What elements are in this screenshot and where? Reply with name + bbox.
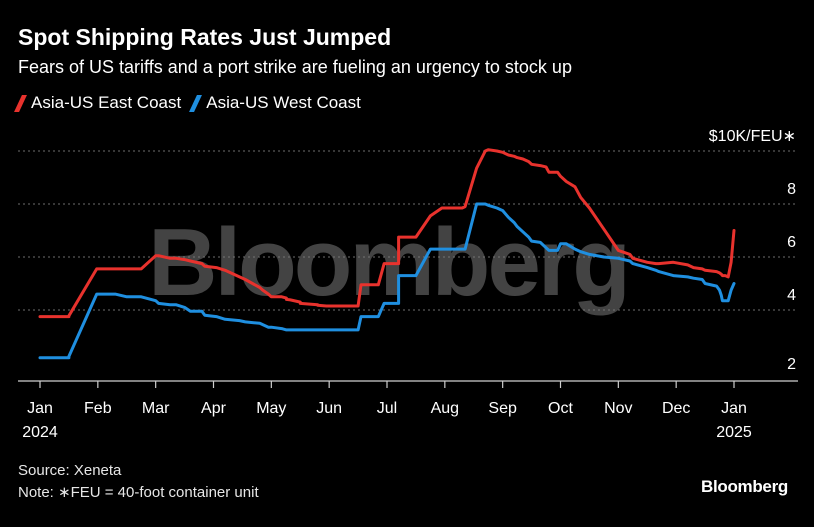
x-tick-label-0-year: 2024 bbox=[22, 424, 58, 441]
source-note: Source: Xeneta bbox=[18, 462, 122, 479]
footnote: Note: ∗FEU = 40-foot container unit bbox=[18, 484, 259, 501]
x-tick-label-12-year: 2025 bbox=[716, 424, 752, 441]
x-tick-label-10: Nov bbox=[604, 400, 632, 417]
x-tick-label-6: Jul bbox=[377, 400, 397, 417]
x-tick-label-2: Mar bbox=[142, 400, 170, 417]
axis-layer: 2 4 6 8 $10K/FEU∗ Jan 2024 Feb Mar Apr May Jun Jul Au… bbox=[18, 128, 798, 441]
x-tick-label-7: Aug bbox=[431, 400, 459, 417]
legend-label-west-coast: Asia-US West Coast bbox=[206, 93, 361, 112]
x-tick-label-4: May bbox=[256, 400, 286, 417]
series-line-east-coast bbox=[38, 148, 736, 319]
x-tick-label-12: Jan bbox=[721, 400, 747, 417]
legend-label-east-coast: Asia-US East Coast bbox=[31, 93, 182, 112]
y-tick-label-4: 4 bbox=[787, 287, 796, 304]
grid-layer bbox=[18, 150, 798, 311]
x-tick-label-3: Apr bbox=[201, 400, 227, 417]
x-tick-label-5: Jun bbox=[316, 400, 342, 417]
series-layer bbox=[38, 148, 736, 360]
x-tick-label-1: Feb bbox=[84, 400, 112, 417]
y-tick-label-6: 6 bbox=[787, 234, 796, 251]
bloomberg-logo: Bloomberg bbox=[700, 477, 788, 496]
x-tick-label-11: Dec bbox=[662, 400, 690, 417]
series-line-west-coast bbox=[38, 202, 736, 360]
y-tick-label-10: $10K/FEU∗ bbox=[709, 128, 796, 145]
x-tick-label-0: Jan bbox=[27, 400, 53, 417]
y-tick-label-2: 2 bbox=[787, 356, 796, 373]
legend-item-east-coast: Asia-US East Coast bbox=[14, 93, 182, 113]
chart-subtitle: Fears of US tariffs and a port strike ar… bbox=[18, 57, 572, 77]
chart-legend: Asia-US East Coast Asia-US West Coast bbox=[14, 93, 373, 113]
x-tick-label-8: Sep bbox=[488, 400, 517, 417]
x-tick-label-9: Oct bbox=[548, 400, 573, 417]
legend-item-west-coast: Asia-US West Coast bbox=[189, 93, 361, 113]
chart-title: Spot Shipping Rates Just Jumped bbox=[18, 24, 392, 50]
y-tick-label-8: 8 bbox=[787, 181, 796, 198]
